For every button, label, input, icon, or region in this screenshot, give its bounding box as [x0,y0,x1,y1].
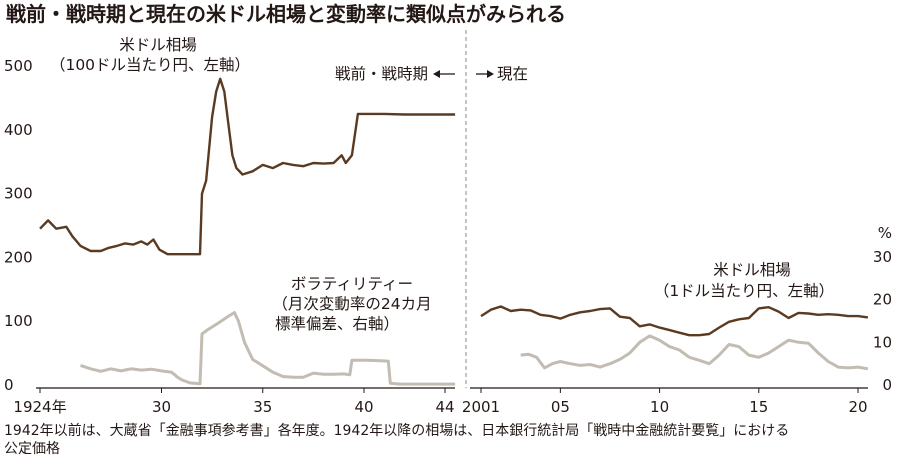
x-tick-label: 2001 [462,398,500,416]
divider-label-prewar: 戦前・戦時期 [335,65,428,83]
source-note-line-1: 1942年以前は、大蔵省「金融事項参考書」各年度。1942年以降の相場は、日本銀… [4,422,789,439]
annotation-rate-current-2: （1ドル当たり円、左軸） [654,282,834,300]
right-tick-label: 30 [873,248,892,266]
x-tick-label: 10 [650,398,669,416]
series-lines [39,77,869,386]
volatility-line-prewar [80,311,456,386]
left-tick-label: 200 [4,248,33,266]
x-tick-label: 20 [848,398,867,416]
right-axis-unit: % [878,224,892,242]
annotation-volatility-3: 標準偏差、右軸） [275,315,399,333]
left-tick-label: 100 [4,312,33,330]
divider-arrow-right [476,70,494,78]
left-tick-label: 400 [4,121,33,139]
divider-label-current: 現在 [497,65,528,83]
rate-line-prewar [39,77,456,256]
divider-arrow-left [433,70,455,78]
left-tick-label: 500 [4,57,33,75]
x-tick-label: 05 [551,398,570,416]
left-axis-ticks: 500 400 300 200 100 0 [4,57,33,394]
x-tick-label: 40 [354,398,373,416]
annotation-volatility-2: （月次変動率の24カ月 [272,295,431,313]
left-tick-label: 300 [4,185,33,203]
annotation-rate-current-1: 米ドル相場 [713,261,791,279]
x-tick-label: 35 [253,398,272,416]
x-tick-label: 30 [152,398,171,416]
annotation-volatility-1: ボラティリティー [291,275,413,293]
chart-title: 戦前・戦時期と現在の米ドル相場と変動率に類似点がみられる [6,2,566,26]
right-axis-ticks: 30 20 10 0 [873,248,892,394]
right-tick-label: 0 [882,376,892,394]
right-tick-label: 20 [873,291,892,309]
right-tick-label: 10 [873,333,892,351]
volatility-line-current [520,334,869,371]
rate-line-current [480,305,869,337]
left-tick-label: 0 [4,376,14,394]
x-axis-ticks: 1924年 30 35 40 44 2001 05 10 15 20 [13,388,868,416]
x-tick-label: 15 [749,398,768,416]
annotation-rate-prewar-1: 米ドル相場 [119,36,197,54]
x-tick-label: 1924年 [13,398,66,416]
annotation-rate-prewar-2: （100ドル当たり円、左軸） [50,56,250,74]
x-tick-label: 44 [435,398,454,416]
source-note-line-2: 公定価格 [4,441,60,457]
